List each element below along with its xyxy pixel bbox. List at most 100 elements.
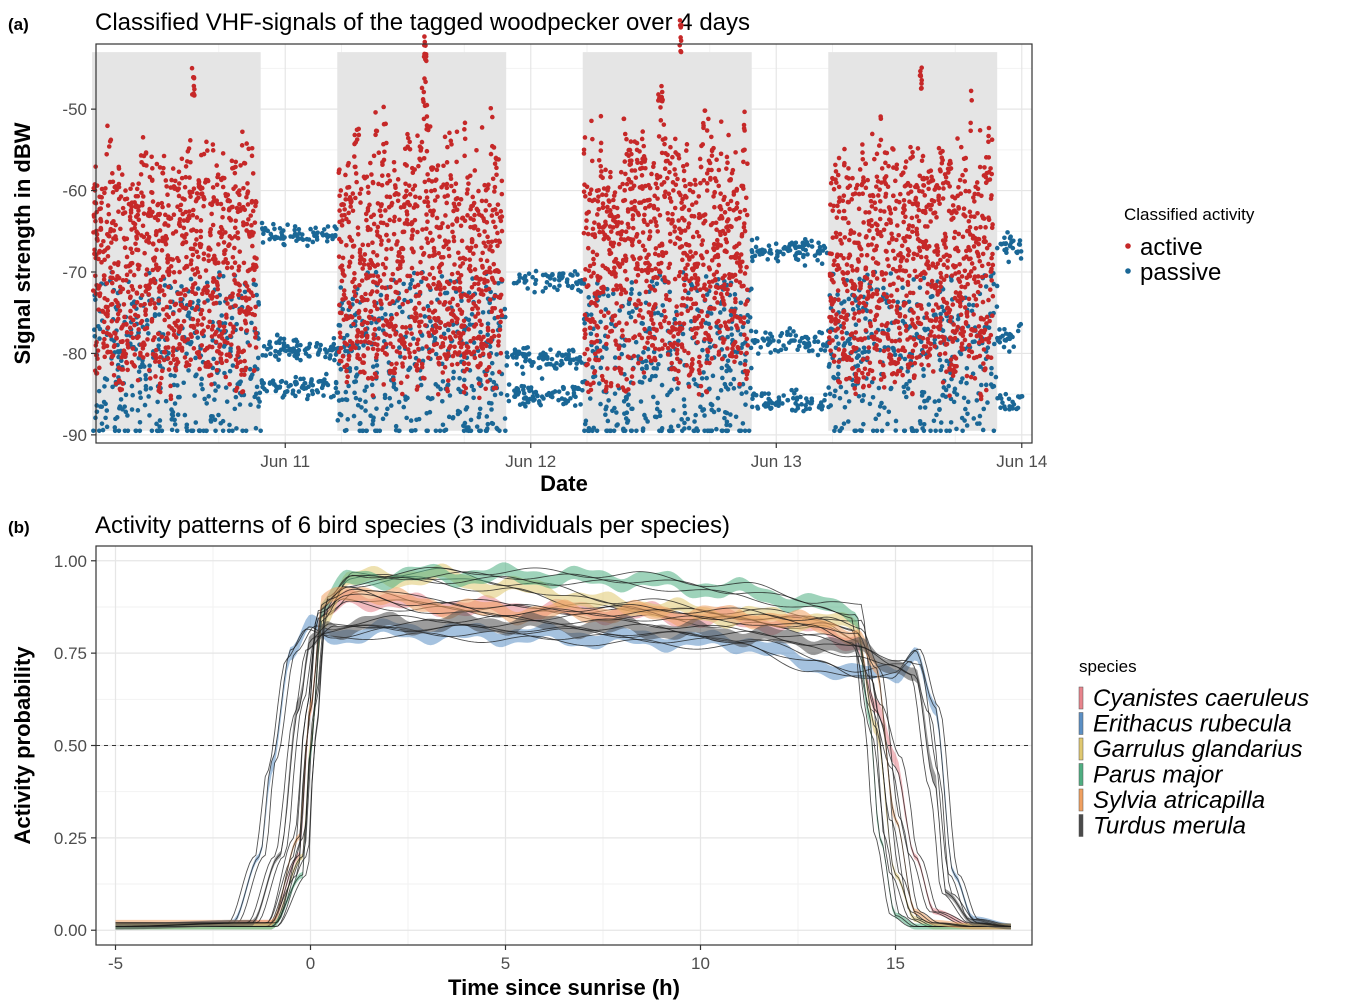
active-point [462, 136, 468, 142]
active-point [168, 383, 173, 389]
active-point [117, 308, 123, 314]
passive-point [305, 243, 310, 249]
active-point [108, 137, 114, 143]
passive-point [598, 319, 603, 325]
passive-point [425, 304, 431, 309]
active-point [670, 154, 675, 160]
passive-point [775, 258, 781, 264]
active-point [97, 283, 102, 289]
passive-point [359, 405, 364, 410]
active-point [194, 249, 200, 255]
active-point [253, 335, 258, 340]
active-point [344, 242, 349, 248]
active-point [479, 125, 485, 130]
passive-point [523, 395, 529, 400]
passive-point [230, 363, 236, 368]
active-point [363, 327, 368, 332]
active-point [354, 298, 360, 304]
active-point [177, 269, 182, 275]
passive-point [626, 402, 631, 408]
active-point [102, 336, 107, 342]
passive-point [425, 428, 430, 434]
passive-point [652, 414, 658, 420]
passive-point [293, 374, 299, 380]
active-point [457, 288, 463, 293]
active-point [592, 319, 597, 325]
active-point [470, 306, 475, 312]
active-point [139, 190, 144, 196]
active-point [394, 361, 399, 366]
active-point [360, 242, 366, 248]
active-point [684, 148, 689, 153]
active-point [110, 179, 116, 185]
active-point [594, 303, 599, 308]
active-point [589, 158, 595, 164]
active-point [194, 228, 199, 234]
passive-point [408, 281, 413, 287]
active-point [241, 186, 246, 191]
active-point [446, 306, 451, 311]
active-point [598, 148, 604, 153]
passive-point [435, 384, 441, 389]
active-point [339, 223, 345, 228]
passive-point [843, 389, 849, 395]
active-point [616, 320, 622, 326]
active-point [675, 152, 680, 157]
active-point [357, 356, 363, 362]
passive-point [272, 226, 277, 232]
active-point [384, 232, 389, 238]
passive-point [985, 400, 990, 405]
active-point [648, 358, 654, 363]
active-point [363, 291, 368, 297]
passive-point [647, 377, 653, 383]
active-point [415, 337, 421, 343]
active-point [476, 299, 482, 304]
passive-point [823, 392, 828, 398]
active-point [229, 235, 235, 241]
passive-point [750, 396, 755, 402]
passive-point [147, 363, 152, 368]
active-point [415, 133, 420, 139]
passive-point [1007, 349, 1012, 354]
active-point [252, 326, 258, 331]
active-point [681, 250, 686, 256]
passive-point [971, 302, 976, 308]
active-point [454, 319, 460, 325]
passive-point [376, 326, 382, 331]
passive-point [801, 252, 806, 258]
passive-point [533, 277, 539, 283]
active-point [453, 333, 458, 339]
active-point [437, 234, 442, 239]
active-point [398, 265, 403, 270]
active-point [162, 350, 168, 355]
passive-point [681, 397, 687, 402]
active-point [345, 374, 350, 380]
passive-point [146, 394, 151, 399]
active-point [425, 199, 431, 205]
passive-point [598, 365, 604, 371]
passive-point [360, 428, 366, 434]
passive-point [520, 371, 526, 376]
active-point [668, 341, 673, 347]
passive-point [1017, 395, 1023, 400]
passive-point [749, 286, 754, 292]
active-point [682, 348, 687, 354]
active-point [662, 318, 667, 324]
active-point [642, 247, 648, 253]
active-point [217, 342, 223, 348]
active-point [350, 208, 356, 214]
active-point [183, 174, 188, 180]
active-point [150, 166, 155, 171]
passive-point [204, 280, 210, 286]
active-point [434, 341, 440, 347]
active-point [110, 289, 116, 294]
passive-point [565, 391, 570, 396]
passive-point [725, 358, 731, 364]
passive-point [258, 428, 263, 434]
active-point [454, 159, 459, 165]
passive-point [901, 389, 907, 395]
active-point [356, 329, 361, 335]
active-point [656, 253, 662, 258]
active-point [418, 157, 423, 163]
passive-point [732, 292, 738, 297]
